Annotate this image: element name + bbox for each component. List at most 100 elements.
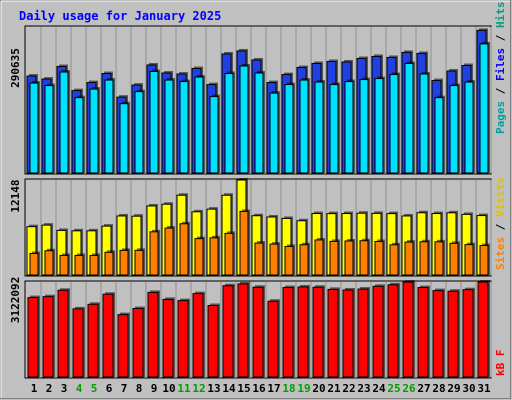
bar-kbytes-day-15 [237,283,249,378]
day-label-26: 26 [402,382,416,395]
day-label-27: 27 [417,382,430,395]
bar-files-day-24 [374,78,384,174]
legend-sep-3: / [494,223,507,230]
bar-files-day-23 [359,79,369,174]
visits-legend: Sites / Visits [494,177,507,270]
bar-sites-day-3 [59,254,69,276]
day-label-20: 20 [312,382,325,395]
day-label-14: 14 [222,382,236,395]
bar-files-day-28 [434,97,444,174]
bar-sites-day-16 [254,242,264,276]
bar-kbytes-day-11 [177,300,189,378]
bar-sites-day-5 [89,254,99,276]
kbytes-max-label: 3122092 [9,277,22,323]
bar-sites-day-29 [449,242,459,276]
day-label-1: 1 [31,382,38,395]
bar-sites-day-21 [329,240,339,276]
bar-sites-day-18 [284,245,294,276]
day-label-17: 17 [267,382,280,395]
day-label-28: 28 [432,382,445,395]
bar-kbytes-day-30 [462,289,474,378]
bar-kbytes-day-1 [27,297,39,378]
bar-sites-day-22 [344,240,354,276]
chart-title: Daily usage for January 2025 [19,9,221,23]
day-label-31: 31 [477,382,491,395]
bar-kbytes-day-23 [357,288,369,378]
traffic-max-label: 290635 [9,48,22,88]
bar-sites-day-31 [479,245,489,276]
bar-sites-day-9 [149,231,159,276]
panel-kbytes [24,280,492,379]
day-label-4: 4 [76,382,83,395]
bar-files-day-11 [179,81,189,174]
day-label-2: 2 [46,382,53,395]
bar-files-day-7 [119,103,129,174]
bar-files-day-18 [284,84,294,174]
day-label-7: 7 [121,382,128,395]
bar-sites-day-25 [389,244,399,276]
bar-kbytes-day-17 [267,300,279,378]
day-label-16: 16 [252,382,266,395]
day-label-8: 8 [136,382,143,395]
bar-files-day-10 [164,79,174,174]
bar-files-day-31 [479,43,489,174]
bar-sites-day-26 [404,241,414,276]
bar-sites-day-7 [119,249,129,276]
bar-files-day-20 [314,81,324,174]
bar-sites-day-24 [374,241,384,276]
bar-files-day-4 [74,97,84,174]
bar-kbytes-day-28 [432,290,444,378]
day-label-21: 21 [327,382,341,395]
bar-sites-day-11 [179,223,189,276]
bar-kbytes-day-18 [282,287,294,378]
day-labels: 1 2 3 4 5 6 7 8 9 10 11 12 13 14 15 16 17 18 19 20 21 22 23 24 2… [31,382,491,395]
day-label-30: 30 [462,382,475,395]
bar-files-day-25 [389,74,399,174]
bar-files-day-13 [209,96,219,174]
panel-traffic [24,25,492,175]
bar-sites-day-30 [464,244,474,276]
bar-sites-day-2 [44,250,54,276]
bar-sites-day-12 [194,238,204,276]
bar-sites-day-1 [29,252,39,276]
bar-files-day-19 [299,79,309,174]
day-label-29: 29 [447,382,460,395]
bar-kbytes-day-13 [207,304,219,378]
day-label-15: 15 [237,382,250,395]
day-label-12: 12 [192,382,205,395]
bar-files-day-2 [44,85,54,174]
bar-sites-day-4 [74,254,84,276]
bar-kbytes-day-20 [312,286,324,378]
bar-sites-day-8 [134,249,144,276]
day-label-24: 24 [372,382,386,395]
panel-visits [24,178,492,277]
day-label-25: 25 [387,382,400,395]
bar-sites-day-23 [359,240,369,276]
day-label-10: 10 [162,382,175,395]
bar-files-day-3 [59,71,69,174]
day-label-11: 11 [177,382,191,395]
day-label-13: 13 [207,382,220,395]
bar-kbytes-day-8 [132,308,144,378]
traffic-legend: Pages / Files / Hits [494,2,507,135]
day-label-9: 9 [151,382,158,395]
bar-kbytes-day-31 [477,281,489,378]
bar-kbytes-day-12 [192,293,204,378]
bar-files-day-22 [344,81,354,174]
bar-sites-day-17 [269,243,279,276]
bar-kbytes-day-5 [87,303,99,378]
legend-visits: Visits [494,177,507,217]
bar-files-day-16 [254,72,264,174]
bar-sites-day-28 [434,241,444,276]
bar-files-day-1 [29,82,39,174]
bar-files-day-8 [134,91,144,174]
bar-files-day-14 [224,73,234,174]
day-label-3: 3 [61,382,68,395]
bar-kbytes-day-19 [297,286,309,378]
day-label-22: 22 [342,382,355,395]
bar-files-day-6 [104,79,114,174]
bar-files-day-21 [329,84,339,174]
legend-hits: Hits [494,2,507,29]
kbytes-legend: kB F [494,350,507,377]
